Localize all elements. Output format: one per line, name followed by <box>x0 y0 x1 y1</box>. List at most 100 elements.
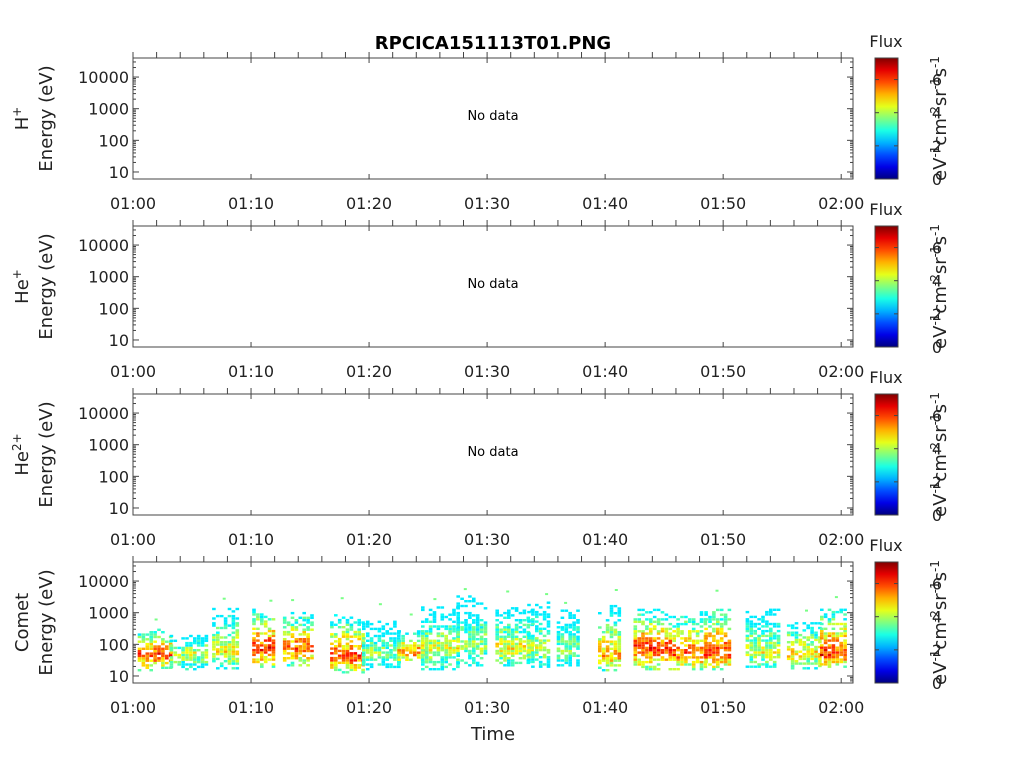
flux-pixel <box>633 618 638 621</box>
flux-pixel <box>381 639 386 642</box>
flux-pixel <box>576 664 580 667</box>
flux-pixel <box>357 659 361 662</box>
flux-pixel <box>510 649 515 653</box>
flux-pixel <box>185 658 189 661</box>
flux-pixel <box>522 623 527 627</box>
flux-pixel <box>542 613 547 616</box>
flux-pixel <box>483 621 488 624</box>
flux-pixel <box>216 652 220 656</box>
flux-pixel <box>684 656 688 659</box>
flux-pixel <box>365 620 370 623</box>
flux-pixel <box>564 661 569 665</box>
flux-pixel <box>727 618 732 621</box>
flux-pixel <box>365 634 370 638</box>
flux-pixel <box>712 653 716 657</box>
flux-pixel <box>357 628 361 631</box>
flux-pixel <box>831 618 836 621</box>
flux-pixel <box>664 637 669 640</box>
flux-pixel <box>769 627 773 630</box>
flux-pixel <box>428 656 433 659</box>
flux-pixel <box>531 613 535 616</box>
flux-pixel <box>699 651 704 654</box>
flux-pixel <box>472 649 476 653</box>
flux-pixel <box>672 658 676 661</box>
flux-pixel <box>145 652 150 655</box>
flux-pixel <box>765 629 769 633</box>
flux-pixel <box>475 616 480 619</box>
flux-pixel <box>169 649 174 652</box>
unit-exponent: -1 <box>928 392 942 404</box>
flux-pixel <box>444 651 448 654</box>
flux-pixel <box>609 631 614 634</box>
flux-pixel <box>637 639 641 642</box>
flux-pixel <box>436 649 441 652</box>
flux-pixel <box>753 665 757 668</box>
flux-pixel <box>699 625 704 628</box>
flux-pixel <box>641 660 645 664</box>
flux-pixel <box>576 621 580 624</box>
flux-pixel <box>385 622 389 626</box>
flux-pixel <box>703 665 708 669</box>
flux-pixel <box>839 610 843 614</box>
flux-pixel <box>684 651 688 654</box>
flux-pixel <box>680 615 684 619</box>
flux-pixel <box>298 652 303 655</box>
y-tick-label: 10 <box>109 667 129 686</box>
flux-pixel <box>503 647 507 650</box>
flux-pixel <box>302 659 306 662</box>
flux-pixel <box>645 632 649 635</box>
flux-pixel <box>294 640 299 643</box>
flux-pixel <box>794 622 799 625</box>
flux-pixel <box>769 651 773 654</box>
flux-pixel <box>745 646 750 649</box>
flux-pixel <box>432 618 437 621</box>
flux-pixel <box>263 615 268 619</box>
flux-pixel <box>421 620 425 623</box>
unit-exponent: -1 <box>928 56 942 68</box>
flux-pixel <box>507 609 511 612</box>
y-tick-label: 100 <box>98 131 129 150</box>
flux-pixel <box>357 656 361 660</box>
flux-pixel <box>531 639 535 642</box>
flux-pixel <box>772 641 777 645</box>
flux-pixel <box>542 610 547 614</box>
flux-pixel <box>672 668 676 671</box>
flux-pixel <box>568 657 572 660</box>
flux-pixel <box>806 652 810 656</box>
flux-pixel <box>786 645 791 649</box>
flux-pixel <box>645 665 649 669</box>
plot-area <box>132 393 854 516</box>
flux-pixel <box>200 644 205 647</box>
x-tick-label: 01:30 <box>464 530 510 549</box>
flux-pixel <box>212 624 216 627</box>
flux-pixel <box>572 638 576 641</box>
flux-pixel <box>444 637 448 640</box>
flux-pixel <box>772 625 777 628</box>
flux-pixel <box>727 658 732 661</box>
flux-pixel <box>294 638 299 641</box>
flux-pixel <box>712 639 716 642</box>
flux-pixel <box>503 626 507 629</box>
flux-pixel <box>527 610 531 614</box>
flux-pixel <box>810 655 814 658</box>
flux-pixel <box>468 600 472 603</box>
flux-pixel <box>546 622 551 626</box>
flux-pixel <box>173 653 178 657</box>
flux-pixel <box>231 626 236 630</box>
colorbar-tick-label: 4 <box>932 440 942 459</box>
flux-pixel <box>440 634 445 638</box>
flux-pixel <box>252 622 256 626</box>
flux-pixel <box>613 623 618 627</box>
flux-pixel <box>468 664 472 667</box>
flux-pixel <box>605 640 610 643</box>
flux-pixel <box>535 637 539 640</box>
flux-pixel <box>656 644 661 647</box>
flux-pixel <box>286 640 291 643</box>
flux-pixel <box>503 635 507 638</box>
flux-pixel <box>843 660 847 664</box>
flux-pixel <box>605 647 610 650</box>
flux-pixel <box>664 644 669 647</box>
flux-pixel <box>362 641 366 645</box>
flux-pixel <box>843 656 847 659</box>
flux-pixel <box>444 641 448 645</box>
